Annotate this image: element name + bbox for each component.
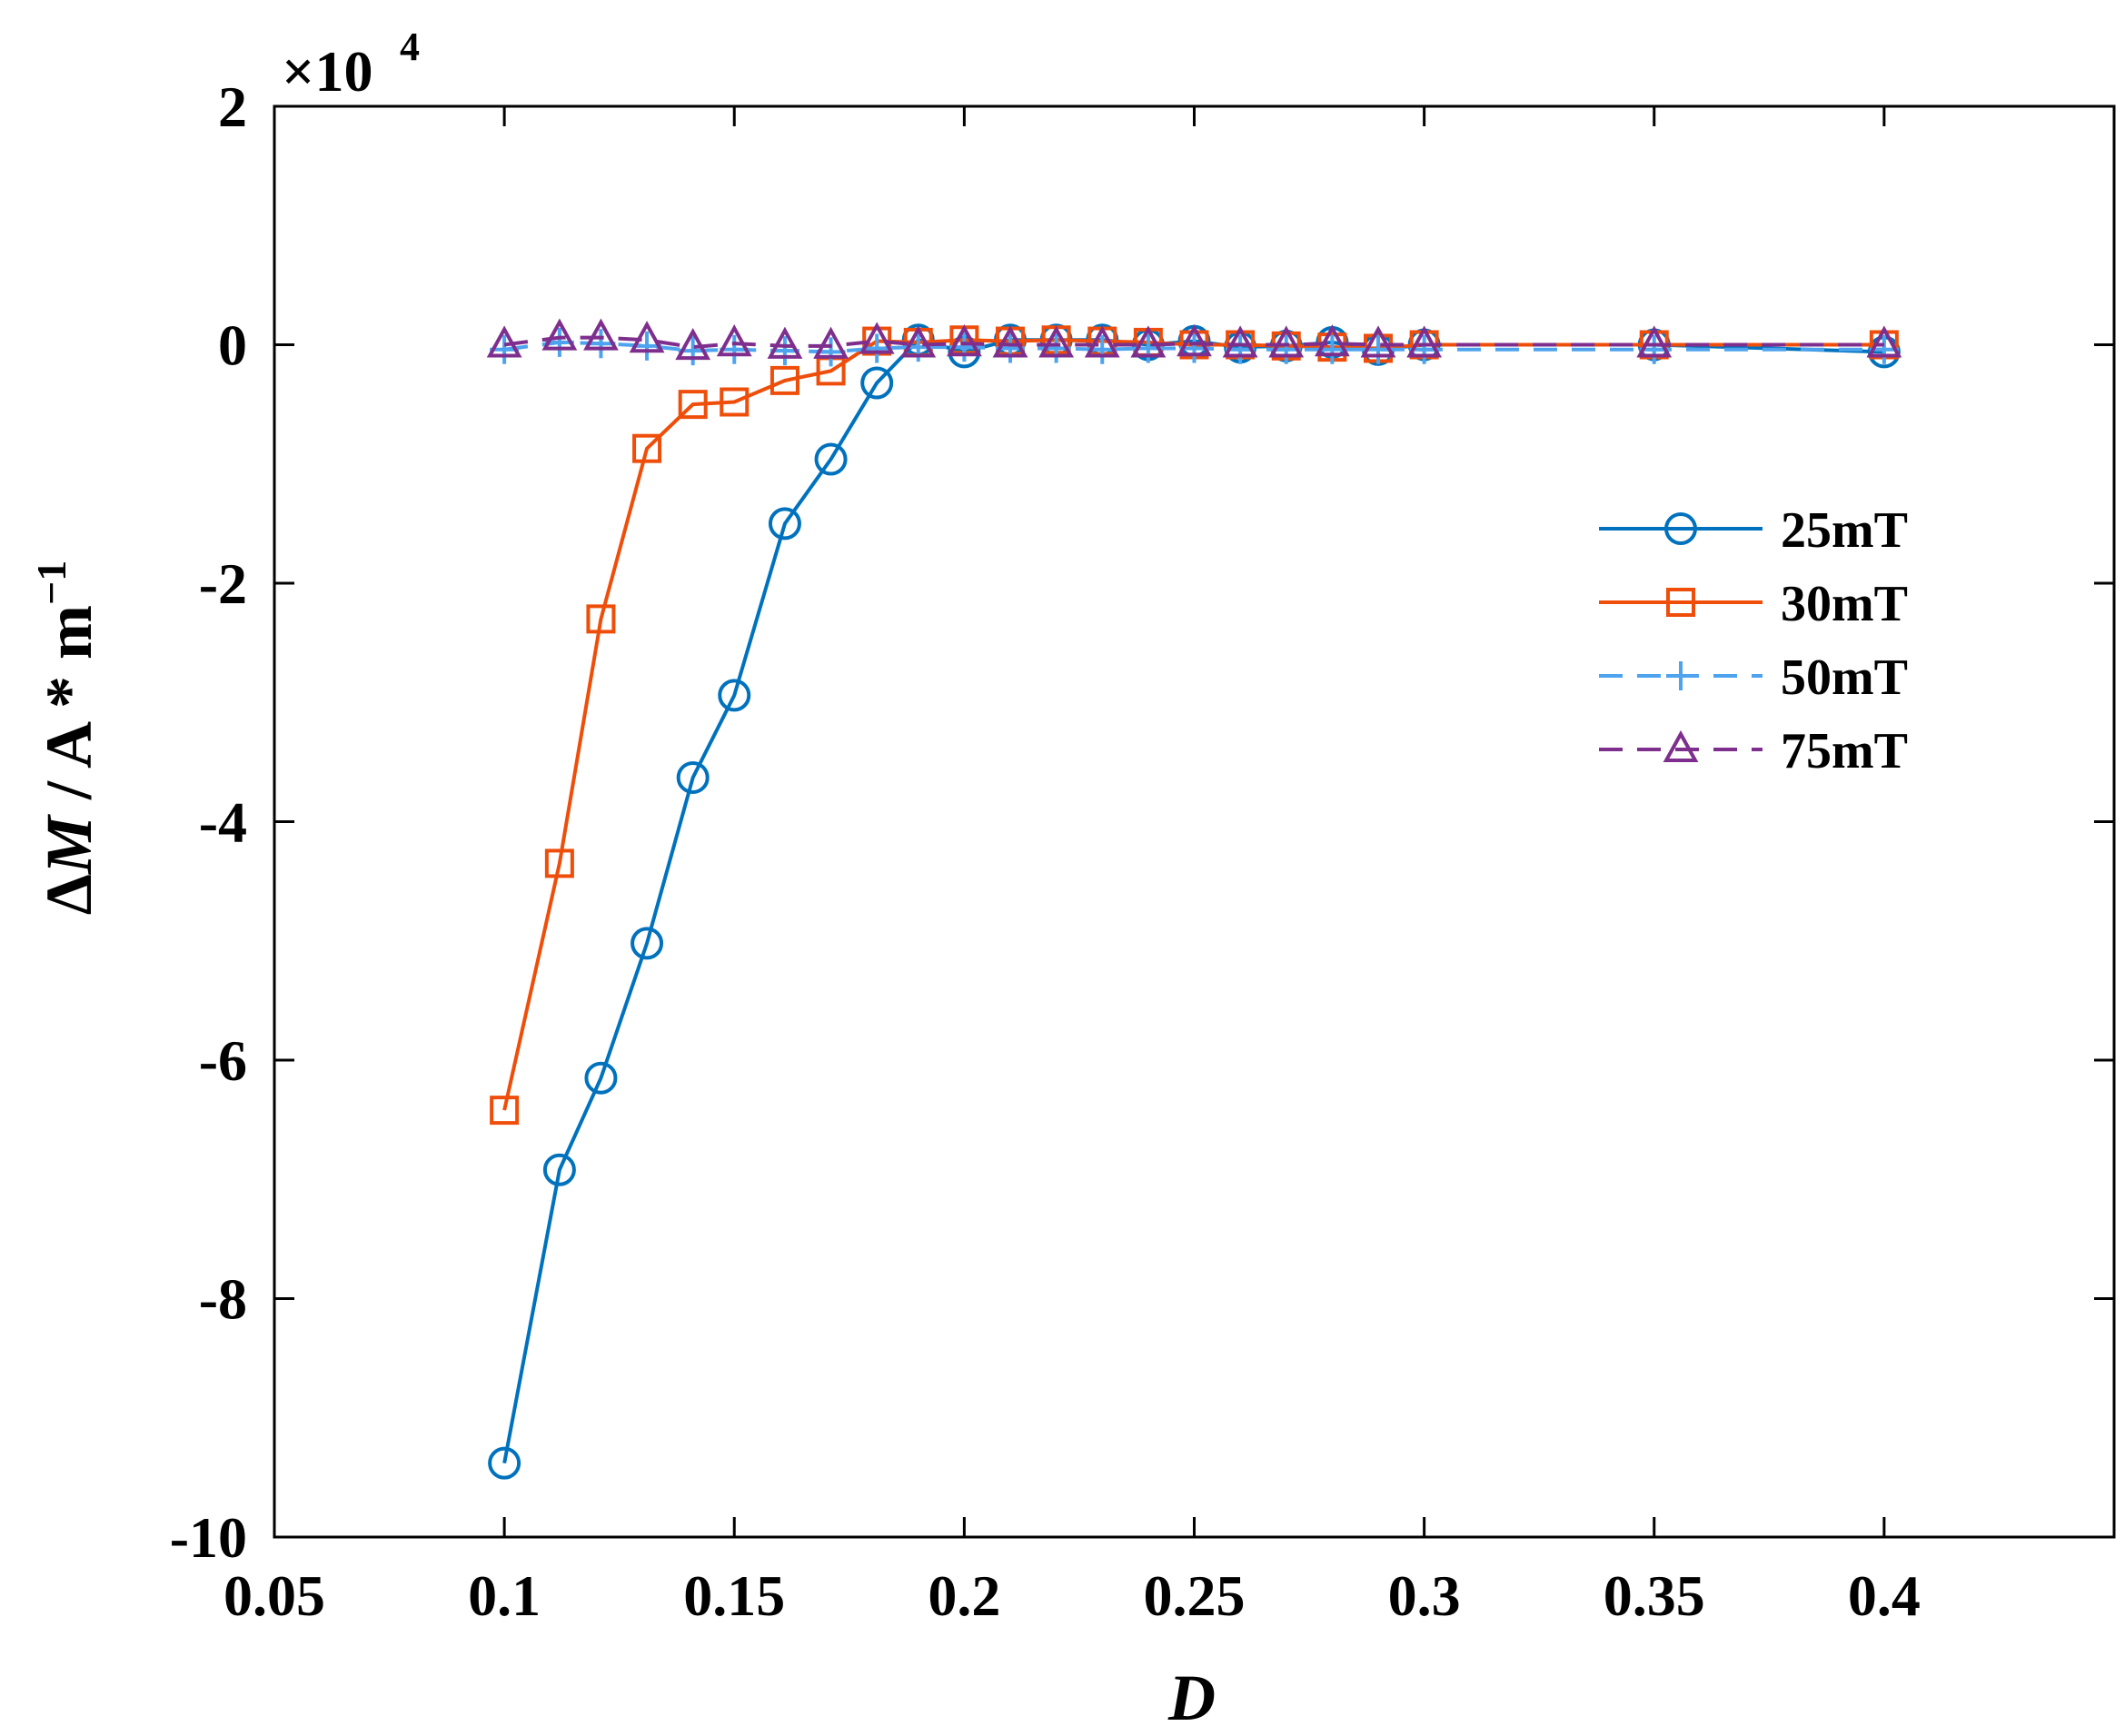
data-point <box>900 325 937 358</box>
data-point <box>767 326 803 359</box>
data-point <box>862 333 892 363</box>
data-point <box>770 365 799 395</box>
legend-marker <box>1666 661 1695 690</box>
data-point <box>859 322 895 354</box>
data-point <box>542 1153 576 1186</box>
data-point <box>720 387 750 417</box>
data-point <box>1317 334 1347 364</box>
data-point <box>586 604 616 634</box>
y-tick-label: -4 <box>199 790 247 855</box>
y-tick-label: 2 <box>218 74 247 139</box>
y-multiplier-base: ×10 <box>282 39 372 104</box>
data-point <box>768 507 801 541</box>
ticks-layer: 0.05 0.1 0.15 0.2 0.25 0.3 0.35 0.4 -10 -8 -6 -4 -2 0… <box>170 74 2114 1628</box>
legend-marker <box>1663 729 1699 762</box>
series-layer <box>486 318 1902 1480</box>
y-tick-label: -8 <box>199 1267 247 1332</box>
x-tick-label: 0.15 <box>683 1563 785 1628</box>
data-point <box>490 1096 520 1126</box>
data-point <box>1038 325 1075 358</box>
y-axis-title-unit: / A * m <box>33 605 105 816</box>
data-point <box>1222 325 1258 358</box>
y-axis-title-exponent: −1 <box>28 560 74 605</box>
x-axis-title: D <box>1167 1662 1216 1734</box>
data-point <box>992 325 1028 358</box>
data-point <box>946 324 982 357</box>
data-point <box>816 337 846 367</box>
x-tick-label: 0.2 <box>928 1563 1000 1628</box>
data-point <box>1866 325 1902 358</box>
y-tick-label: 0 <box>218 313 247 378</box>
data-point <box>1268 325 1305 358</box>
x-tick-label: 0.1 <box>468 1563 541 1628</box>
y-tick-label: -2 <box>199 551 247 616</box>
series-line <box>503 335 1884 350</box>
data-point <box>584 1061 618 1095</box>
legend-marker <box>1666 588 1695 617</box>
x-tick-label: 0.35 <box>1604 1563 1705 1628</box>
y-axis-title: ΔM / A * m−1 <box>28 560 105 915</box>
y-tick-label: -10 <box>170 1505 247 1570</box>
data-point <box>632 331 662 361</box>
data-point <box>676 760 710 794</box>
legend-label: 30mT <box>1781 576 1908 632</box>
x-tick-label: 0.05 <box>223 1563 325 1628</box>
data-point <box>544 848 574 878</box>
x-tick-label: 0.25 <box>1144 1563 1246 1628</box>
data-point <box>583 318 619 351</box>
legend-label: 75mT <box>1781 723 1908 779</box>
data-point <box>632 433 662 463</box>
data-point <box>586 329 616 359</box>
data-point <box>1084 325 1120 358</box>
data-point <box>1636 325 1673 358</box>
x-tick-label: 0.3 <box>1388 1563 1461 1628</box>
data-point <box>716 324 752 357</box>
data-point <box>488 1446 521 1480</box>
data-point <box>718 679 751 712</box>
data-point <box>631 927 664 960</box>
y-tick-label: -6 <box>199 1028 247 1093</box>
legend-label: 25mT <box>1781 502 1908 559</box>
data-point <box>860 366 894 400</box>
data-point <box>1130 325 1167 358</box>
y-multiplier-exponent: 4 <box>400 25 420 69</box>
data-point <box>486 325 522 358</box>
legend: 25mT 30mT 50mT 75mT <box>1576 472 1967 808</box>
legend-marker <box>1664 512 1697 545</box>
legend-background <box>1576 472 1967 808</box>
y-axis-title-delta: Δ <box>33 874 105 915</box>
data-point <box>675 327 711 361</box>
y-axis-title-symbol: M <box>33 813 105 875</box>
series-75mT <box>486 318 1902 361</box>
data-point <box>1406 325 1443 358</box>
data-point <box>1177 324 1212 357</box>
data-point <box>1360 325 1396 358</box>
data-point <box>720 334 750 364</box>
data-point <box>541 318 578 351</box>
data-point <box>629 321 665 353</box>
data-point <box>814 442 848 476</box>
legend-label: 50mT <box>1781 650 1908 706</box>
data-point <box>1314 324 1350 357</box>
y-multiplier: ×10 4 <box>282 25 420 104</box>
x-tick-label: 0.4 <box>1848 1563 1921 1628</box>
data-point <box>813 326 849 359</box>
data-point <box>678 390 708 420</box>
